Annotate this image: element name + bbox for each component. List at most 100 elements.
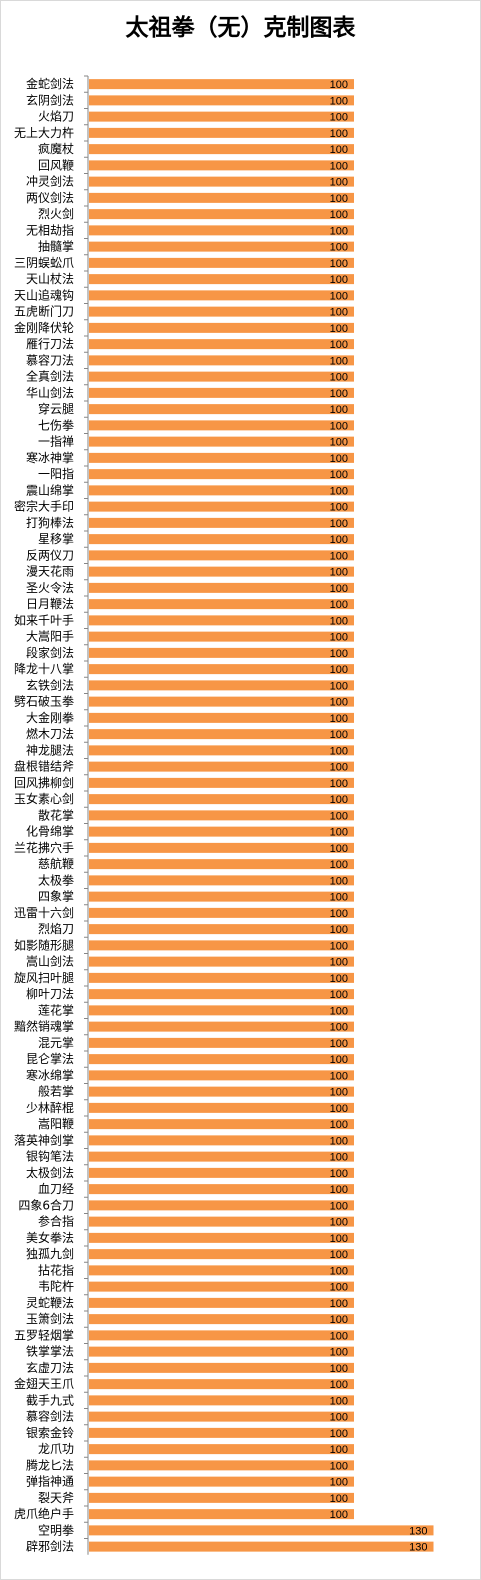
- category-label: 燃木刀法: [26, 726, 74, 741]
- bar: [89, 940, 354, 951]
- bar: [89, 306, 354, 317]
- value-label: 100: [330, 859, 348, 871]
- category-label: 嵩阳鞭: [38, 1117, 74, 1131]
- category-label: 参合指: [38, 1214, 74, 1229]
- bar: [89, 1525, 434, 1536]
- value-label: 100: [330, 469, 348, 481]
- bar: [89, 566, 354, 577]
- category-label: 华山剑法: [26, 385, 74, 400]
- category-label: 黯然销魂掌: [14, 1019, 74, 1034]
- bar: [89, 339, 354, 350]
- value-label: 100: [330, 1103, 348, 1115]
- value-label: 100: [330, 1168, 348, 1180]
- category-label: 血刀经: [38, 1182, 74, 1196]
- bar: [89, 647, 354, 658]
- category-label: 五虎断门刀: [14, 304, 74, 319]
- bar: [89, 1135, 354, 1146]
- bar: [89, 469, 354, 480]
- bar: [89, 1509, 354, 1520]
- bar: [89, 1427, 354, 1438]
- value-label: 100: [330, 924, 348, 936]
- category-label: 冲灵剑法: [26, 174, 74, 189]
- value-label: 100: [330, 225, 348, 237]
- bar: [89, 761, 354, 772]
- category-label: 烈焰刀: [38, 921, 74, 936]
- bar: [89, 1102, 354, 1113]
- bar: [89, 1460, 354, 1471]
- bar: [89, 517, 354, 528]
- category-label: 少林醉棍: [26, 1100, 74, 1115]
- bar: [89, 1379, 354, 1390]
- bar: [89, 1541, 434, 1552]
- bar: [89, 322, 354, 333]
- value-label: 100: [330, 1347, 348, 1359]
- category-label: 混元掌: [38, 1036, 74, 1050]
- value-label: 100: [330, 404, 348, 416]
- category-label: 降龙十八掌: [14, 662, 74, 676]
- category-label: 拈花指: [38, 1262, 74, 1277]
- category-label: 密宗大手印: [14, 499, 74, 514]
- value-label: 100: [330, 1119, 348, 1131]
- bar: [89, 534, 354, 545]
- bar: [89, 696, 354, 707]
- value-label: 100: [330, 599, 348, 611]
- category-label: 穿云腿: [38, 401, 74, 416]
- value-label: 100: [330, 973, 348, 985]
- category-label: 震山绵掌: [26, 483, 74, 497]
- category-label: 辟邪剑法: [26, 1539, 74, 1554]
- category-label: 雁行刀法: [26, 337, 74, 351]
- category-label: 韦陀杵: [38, 1279, 74, 1294]
- category-label: 美女拳法: [26, 1230, 74, 1245]
- bar: [89, 404, 354, 415]
- bar: [89, 1119, 354, 1130]
- value-label: 100: [330, 1282, 348, 1294]
- value-label: 100: [330, 1444, 348, 1456]
- category-label: 金蛇剑法: [26, 76, 74, 91]
- category-label: 劈石破玉拳: [14, 694, 74, 709]
- category-label: 慕容剑法: [26, 1409, 74, 1424]
- bar: [89, 989, 354, 1000]
- bar: [89, 225, 354, 236]
- value-label: 100: [330, 989, 348, 1001]
- value-label: 100: [330, 843, 348, 855]
- value-label: 100: [330, 1200, 348, 1212]
- category-label: 星移掌: [38, 532, 74, 546]
- bar: [89, 1314, 354, 1325]
- bar: [89, 160, 354, 171]
- value-label: 100: [330, 1509, 348, 1521]
- category-label: 金翅天王爪: [14, 1376, 74, 1391]
- value-label: 100: [330, 729, 348, 741]
- category-label: 弹指神通: [26, 1474, 74, 1489]
- value-label: 100: [330, 940, 348, 952]
- category-label: 旋风扫叶腿: [14, 971, 74, 985]
- bar: [89, 1200, 354, 1211]
- category-label: 烈火剑: [38, 206, 74, 221]
- bar: [89, 485, 354, 496]
- bar: [89, 842, 354, 853]
- category-label: 回风拂柳剑: [14, 775, 74, 790]
- bar: [89, 274, 354, 285]
- bar: [89, 420, 354, 431]
- value-label: 100: [330, 632, 348, 644]
- value-label: 100: [330, 1217, 348, 1229]
- value-label: 100: [330, 388, 348, 400]
- value-label: 100: [330, 372, 348, 384]
- category-label: 龙爪功: [38, 1442, 74, 1456]
- category-label: 化骨绵掌: [26, 825, 74, 839]
- bar: [89, 712, 354, 723]
- value-label: 100: [330, 583, 348, 595]
- category-label: 铁掌掌法: [26, 1345, 74, 1359]
- category-label: 昆仑掌法: [26, 1052, 74, 1066]
- category-label: 寒冰绵掌: [26, 1067, 74, 1082]
- bar: [89, 144, 354, 155]
- value-label: 100: [330, 1363, 348, 1375]
- value-label: 100: [330, 258, 348, 270]
- value-label: 100: [330, 664, 348, 676]
- category-label: 慕容刀法: [26, 352, 74, 367]
- value-label: 100: [330, 1152, 348, 1164]
- bar: [89, 1492, 354, 1503]
- value-label: 100: [330, 1330, 348, 1342]
- category-label: 神龙腿法: [26, 743, 74, 757]
- bar: [89, 1216, 354, 1227]
